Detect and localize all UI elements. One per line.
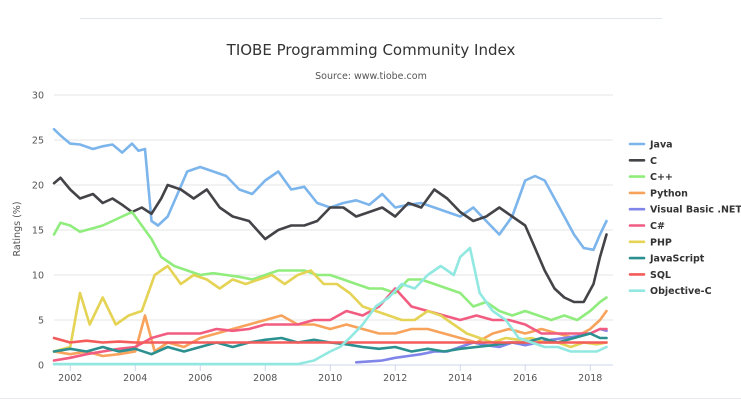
chart-subtitle: Source: www.tiobe.com bbox=[315, 71, 427, 82]
legend-item[interactable]: SQL bbox=[628, 270, 671, 281]
legend-item[interactable]: C bbox=[628, 156, 657, 167]
y-tick-label: 0 bbox=[38, 361, 44, 372]
y-tick-label: 10 bbox=[32, 271, 44, 282]
x-tick-label: 2014 bbox=[448, 373, 472, 384]
series-line-sql[interactable] bbox=[52, 336, 608, 344]
x-axis-ticks: 2002 2004 2006 2008 2010 2012 2014 2016 2018 bbox=[58, 365, 602, 384]
legend-label: Visual Basic .NET bbox=[650, 205, 741, 216]
y-tick-label: 25 bbox=[32, 136, 44, 147]
legend-item[interactable]: Objective-C bbox=[628, 286, 712, 297]
legend-label: SQL bbox=[650, 270, 671, 281]
legend-item[interactable]: C++ bbox=[628, 172, 673, 183]
x-tick-label: 2006 bbox=[188, 373, 212, 384]
series-line-php[interactable] bbox=[52, 264, 608, 353]
legend-label: C# bbox=[650, 221, 665, 232]
series-line-java[interactable] bbox=[52, 127, 608, 252]
legend-label: Objective-C bbox=[650, 286, 712, 297]
legend-label: C bbox=[650, 156, 657, 167]
x-tick-label: 2012 bbox=[383, 373, 407, 384]
y-axis-ticks: 0 5 10 15 20 25 30 bbox=[32, 91, 44, 372]
plot-area bbox=[52, 127, 608, 366]
legend-label: JavaScript bbox=[649, 254, 705, 265]
y-tick-label: 30 bbox=[32, 91, 44, 102]
x-tick-label: 2018 bbox=[578, 373, 602, 384]
y-tick-label: 5 bbox=[38, 316, 44, 327]
x-tick-label: 2004 bbox=[123, 373, 147, 384]
x-tick-label: 2016 bbox=[513, 373, 537, 384]
top-divider bbox=[80, 18, 662, 19]
legend-item[interactable]: JavaScript bbox=[628, 254, 705, 265]
series-line-python[interactable] bbox=[52, 309, 608, 358]
legend-item[interactable]: PHP bbox=[628, 237, 672, 248]
y-tick-label: 15 bbox=[32, 226, 44, 237]
x-tick-label: 2010 bbox=[318, 373, 342, 384]
series-line-c[interactable] bbox=[52, 210, 608, 322]
grid-lines bbox=[54, 94, 613, 366]
series-line-c[interactable] bbox=[52, 287, 608, 362]
series-line-objective-c[interactable] bbox=[52, 246, 608, 366]
legend-item[interactable]: Python bbox=[628, 188, 688, 199]
x-tick-label: 2008 bbox=[253, 373, 277, 384]
legend-label: Java bbox=[649, 140, 673, 151]
x-tick-label: 2002 bbox=[58, 373, 82, 384]
y-tick-label: 20 bbox=[32, 181, 44, 192]
y-axis-label: Ratings (%) bbox=[12, 201, 23, 256]
legend-item[interactable]: Java bbox=[628, 140, 673, 151]
legend[interactable]: Java C C++ Python Visual Basic .NET C# PHP Java… bbox=[628, 140, 741, 298]
legend-label: PHP bbox=[650, 237, 672, 248]
legend-label: Python bbox=[650, 188, 688, 199]
chart-title: TIOBE Programming Community Index bbox=[226, 41, 516, 59]
legend-item[interactable]: C# bbox=[628, 221, 665, 232]
legend-item[interactable]: Visual Basic .NET bbox=[628, 205, 741, 216]
bottom-divider bbox=[0, 398, 741, 399]
legend-label: C++ bbox=[650, 172, 673, 183]
